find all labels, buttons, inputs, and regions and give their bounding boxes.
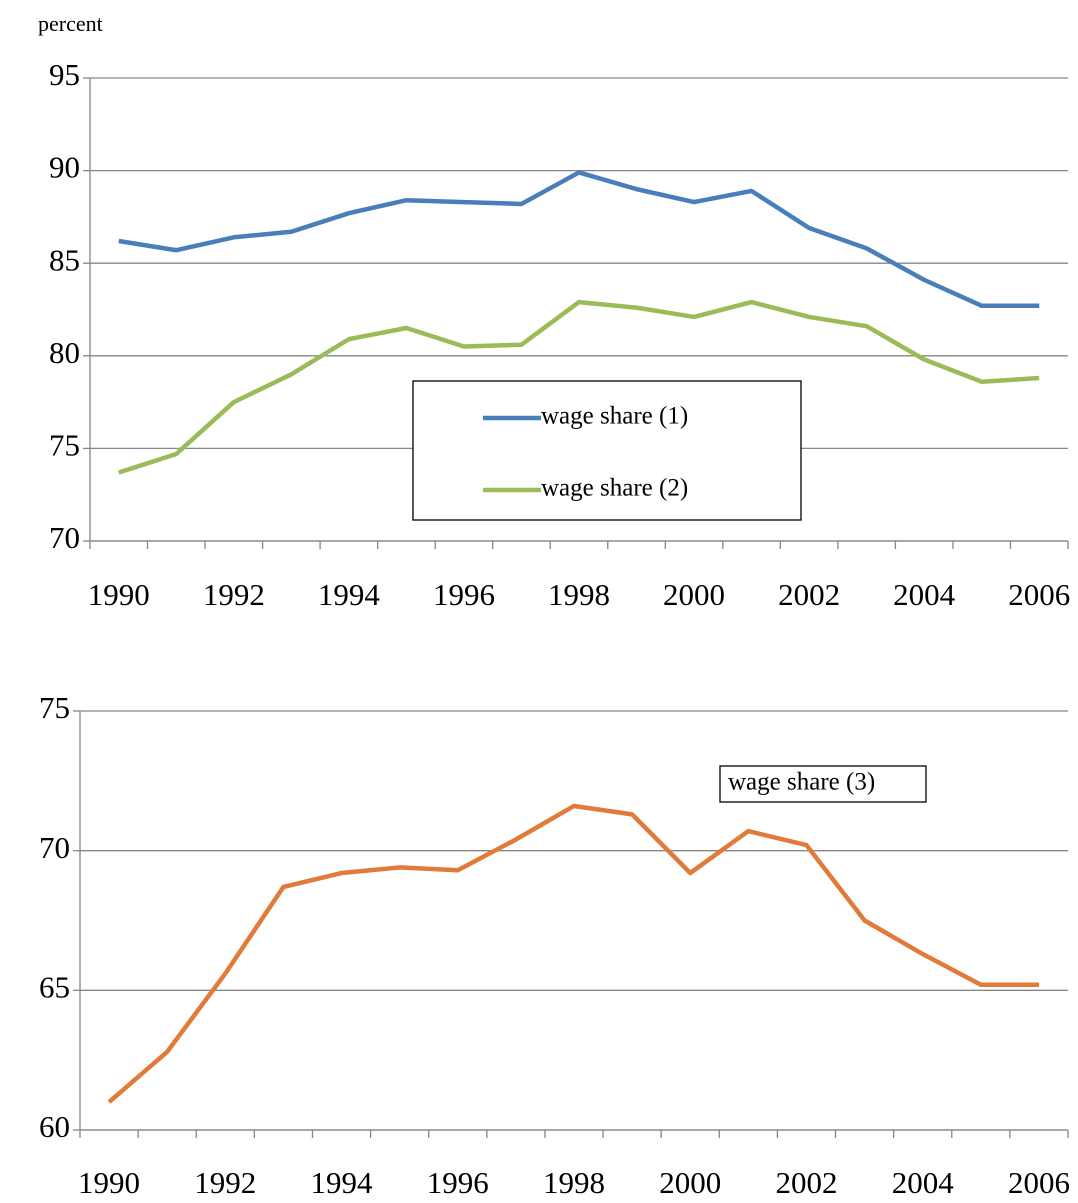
- y-tick-label: 65: [39, 969, 70, 1004]
- x-tick-label: 1996: [433, 577, 495, 612]
- x-tick-label: 2006: [1008, 577, 1070, 612]
- x-tick-label: 1994: [318, 577, 381, 612]
- x-tick-label: 2002: [778, 577, 840, 612]
- legend-box: [719, 765, 927, 803]
- y-tick-label: 80: [49, 335, 80, 370]
- y-tick-label: 60: [39, 1109, 70, 1144]
- x-tick-label: 1990: [78, 1165, 140, 1200]
- x-tick-label: 1996: [427, 1165, 489, 1200]
- x-tick-label: 2000: [659, 1165, 721, 1200]
- data-line: [107, 803, 1039, 1104]
- y-tick-label: 70: [49, 520, 80, 555]
- y-tick-label: 85: [49, 242, 80, 277]
- legend-label: wage share (1): [541, 403, 688, 430]
- y-tick-label: 95: [49, 57, 80, 92]
- x-tick-label: 2004: [892, 1165, 955, 1200]
- x-tick-label: 2002: [775, 1165, 837, 1200]
- x-tick-label: 2000: [663, 577, 725, 612]
- x-tick-label: 2004: [893, 577, 956, 612]
- legend-box: [412, 380, 802, 521]
- x-tick-label: 1990: [88, 577, 150, 612]
- x-tick-label: 1994: [311, 1165, 374, 1200]
- x-tick-label: 1992: [194, 1165, 256, 1200]
- y-tick-label: 75: [39, 690, 70, 725]
- y-tick-label: 75: [49, 428, 80, 463]
- x-tick-label: 1998: [548, 577, 610, 612]
- y-tick-label: 90: [49, 150, 80, 185]
- x-tick-label: 2006: [1008, 1165, 1070, 1200]
- y-axis-label: percent: [38, 11, 103, 36]
- legend-label: wage share (2): [541, 475, 688, 502]
- x-tick-label: 1992: [203, 577, 265, 612]
- legend-label: wage share (3): [728, 769, 875, 796]
- y-tick-label: 70: [39, 830, 70, 865]
- data-line: [118, 299, 1040, 475]
- data-line: [118, 170, 1040, 309]
- x-tick-label: 1998: [543, 1165, 605, 1200]
